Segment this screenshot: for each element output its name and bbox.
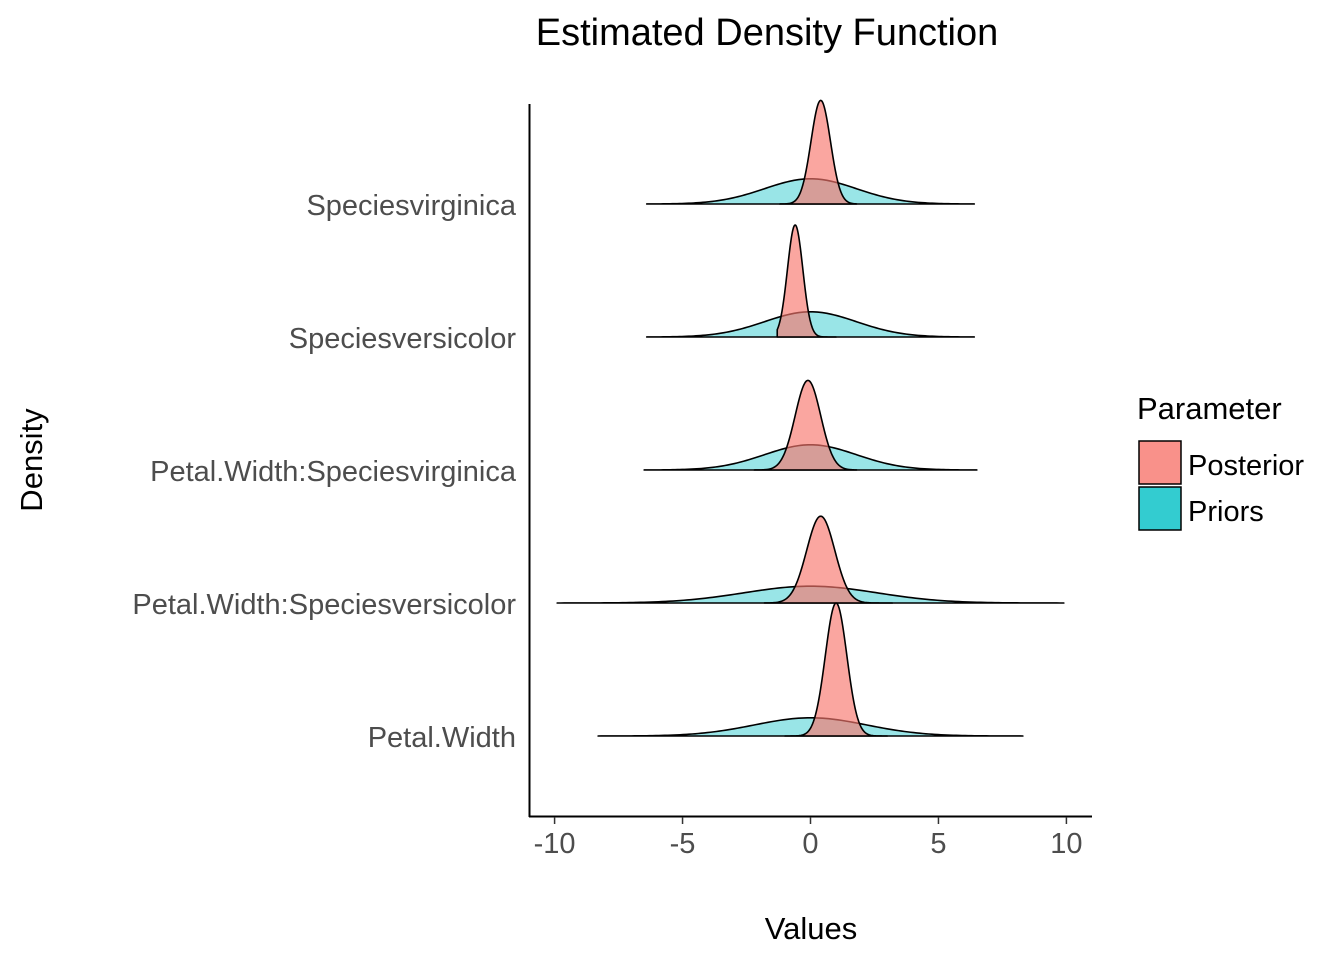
legend-title: Parameter (1137, 391, 1282, 426)
ridges-layer (556, 99, 1065, 737)
y-tick-labels: Petal.Width Petal.Width:Speciesversicolor… (132, 190, 516, 754)
density-posterior-petal-width-speciesvirginica (753, 379, 858, 471)
y-tick-label-speciesversicolor: Speciesversicolor (289, 323, 517, 355)
y-axis-title: Density (14, 408, 49, 512)
legend-key-posterior (1138, 440, 1182, 485)
x-tick-label: -5 (670, 828, 696, 860)
x-tick-labels: -10 -5 0 5 10 (534, 817, 1083, 860)
y-tick-label-petal-width-speciesversicolor: Petal.Width:Speciesversicolor (132, 589, 516, 621)
x-axis-title: Values (765, 911, 858, 946)
legend-label-posterior: Posterior (1188, 450, 1304, 482)
legend-label-priors: Priors (1188, 496, 1264, 528)
y-tick-label-petal-width-speciesvirginica: Petal.Width:Speciesvirginica (150, 456, 517, 488)
legend-key-priors (1138, 486, 1182, 531)
y-tick-label-petal-width: Petal.Width (368, 722, 516, 754)
density-posterior-speciesversicolor (776, 224, 837, 338)
x-tick-label: -10 (534, 828, 576, 860)
legend: Parameter Posterior Priors (1137, 391, 1304, 531)
chart-title: Estimated Density Function (536, 12, 999, 54)
y-tick-label-speciesvirginica: Speciesvirginica (306, 190, 516, 222)
x-tick-label: 0 (802, 828, 818, 860)
x-tick-label: 5 (930, 828, 946, 860)
density-posterior-speciesvirginica (778, 99, 858, 205)
density-posterior-petal-width (784, 602, 889, 737)
x-tick-label: 10 (1050, 828, 1082, 860)
density-posterior-petal-width-speciesversicolor (763, 515, 894, 604)
